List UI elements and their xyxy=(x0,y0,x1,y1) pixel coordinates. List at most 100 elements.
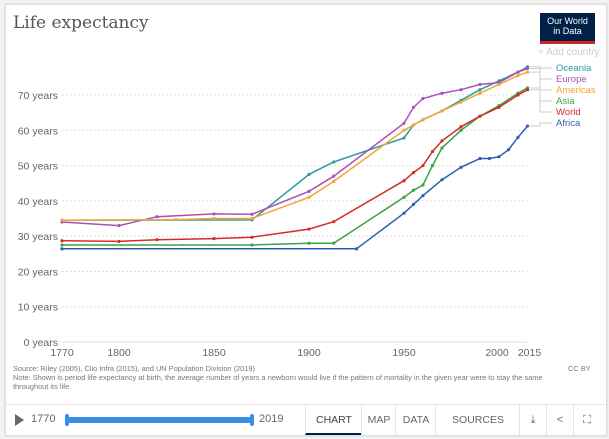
data-point xyxy=(411,202,416,206)
x-tick-label: 2015 xyxy=(518,347,542,359)
tab-map[interactable]: MAP xyxy=(361,405,396,435)
y-tick-label: 20 years xyxy=(18,266,58,278)
owid-logo[interactable]: Our World in Data xyxy=(540,13,595,44)
data-point xyxy=(60,243,64,247)
data-point xyxy=(354,247,359,251)
x-tick-label: 1770 xyxy=(50,347,74,359)
data-point xyxy=(459,88,463,92)
legend-label-oceania[interactable]: Oceania xyxy=(556,63,592,74)
y-tick-label: 60 years xyxy=(18,125,58,137)
data-point xyxy=(440,146,444,150)
data-point xyxy=(421,163,425,168)
tab-chart[interactable]: CHART xyxy=(305,405,362,435)
y-tick-label: 0 years xyxy=(24,337,58,349)
data-point xyxy=(307,227,311,231)
data-point xyxy=(402,121,406,125)
data-point xyxy=(525,70,530,74)
fullscreen-icon[interactable]: ⛶ xyxy=(573,405,600,435)
x-tick-label: 2000 xyxy=(485,347,509,359)
data-point xyxy=(402,211,406,215)
data-point xyxy=(506,148,511,152)
source-note: Source: Riley (2005), Clio Infra (2015),… xyxy=(13,364,573,391)
data-point xyxy=(478,156,482,161)
data-point xyxy=(525,124,530,128)
data-point xyxy=(250,235,254,239)
data-point xyxy=(459,165,463,169)
play-icon[interactable] xyxy=(15,414,24,426)
timeline-end-handle[interactable] xyxy=(250,414,254,426)
data-point xyxy=(402,195,406,199)
legend-label-americas[interactable]: Americas xyxy=(556,85,596,96)
tab-data[interactable]: DATA xyxy=(395,405,436,435)
data-point xyxy=(60,247,64,251)
data-point xyxy=(516,70,520,74)
data-point xyxy=(411,188,416,192)
data-point xyxy=(332,241,336,245)
logo-line2: in Data xyxy=(553,26,582,36)
y-tick-label: 70 years xyxy=(18,90,58,102)
data-point xyxy=(411,123,416,127)
data-point xyxy=(332,160,336,164)
data-point xyxy=(307,172,311,176)
license-link[interactable]: CC BY xyxy=(568,364,591,373)
x-tick-label: 1900 xyxy=(297,347,321,359)
y-tick-label: 50 years xyxy=(18,161,58,173)
legend-label-africa[interactable]: Africa xyxy=(556,118,581,129)
chart-title: Life expectancy xyxy=(13,13,149,33)
data-point xyxy=(250,243,254,247)
data-point xyxy=(430,163,435,168)
data-point xyxy=(421,118,425,122)
data-point xyxy=(459,100,463,104)
data-point xyxy=(516,93,520,97)
legend-connector xyxy=(529,89,552,113)
add-country-button[interactable]: + Add country xyxy=(538,47,600,58)
data-point xyxy=(497,155,501,159)
data-point xyxy=(440,109,444,113)
data-point xyxy=(487,156,492,161)
data-point xyxy=(307,195,311,199)
legend-label-world[interactable]: World xyxy=(556,107,581,118)
source-text: Source: Riley (2005), Clio Infra (2015),… xyxy=(13,364,255,373)
timeline-start-handle[interactable] xyxy=(65,414,69,426)
data-point xyxy=(459,125,463,129)
data-point xyxy=(174,217,178,222)
y-tick-label: 30 years xyxy=(18,231,58,243)
series-line-europe[interactable] xyxy=(61,67,528,227)
legend-label-europe[interactable]: Europe xyxy=(556,74,587,85)
data-point xyxy=(516,73,520,78)
note-text: Note: Shown is period life expectancy at… xyxy=(13,373,543,391)
data-point xyxy=(478,88,482,92)
data-point xyxy=(411,171,416,175)
data-point xyxy=(117,239,121,244)
data-point xyxy=(440,178,444,182)
x-tick-label: 1850 xyxy=(202,347,226,359)
data-point xyxy=(212,212,216,216)
data-point xyxy=(525,66,530,71)
legend-connector xyxy=(529,66,552,69)
data-point xyxy=(155,215,159,219)
data-point xyxy=(478,82,482,87)
data-point xyxy=(307,189,311,193)
data-point xyxy=(440,91,444,95)
legend-connector xyxy=(529,71,552,91)
data-point xyxy=(60,218,64,222)
timeline-start-year: 1770 xyxy=(31,413,56,425)
data-point xyxy=(332,179,336,184)
download-icon[interactable]: ⤓ xyxy=(519,405,546,435)
legend-connector xyxy=(529,68,552,80)
series-line-asia[interactable] xyxy=(62,87,528,246)
timeline-slider[interactable] xyxy=(65,414,254,426)
tab-sources[interactable]: SOURCES xyxy=(435,405,520,435)
data-point xyxy=(478,114,482,118)
data-point xyxy=(117,223,121,228)
data-point xyxy=(402,179,406,183)
data-point xyxy=(459,128,463,132)
data-point xyxy=(516,135,520,139)
data-point xyxy=(440,139,444,143)
series-line-americas[interactable] xyxy=(61,71,528,222)
data-point xyxy=(421,193,425,198)
share-icon[interactable]: < xyxy=(546,405,573,435)
data-point xyxy=(525,88,530,92)
legend-label-asia[interactable]: Asia xyxy=(556,96,575,107)
